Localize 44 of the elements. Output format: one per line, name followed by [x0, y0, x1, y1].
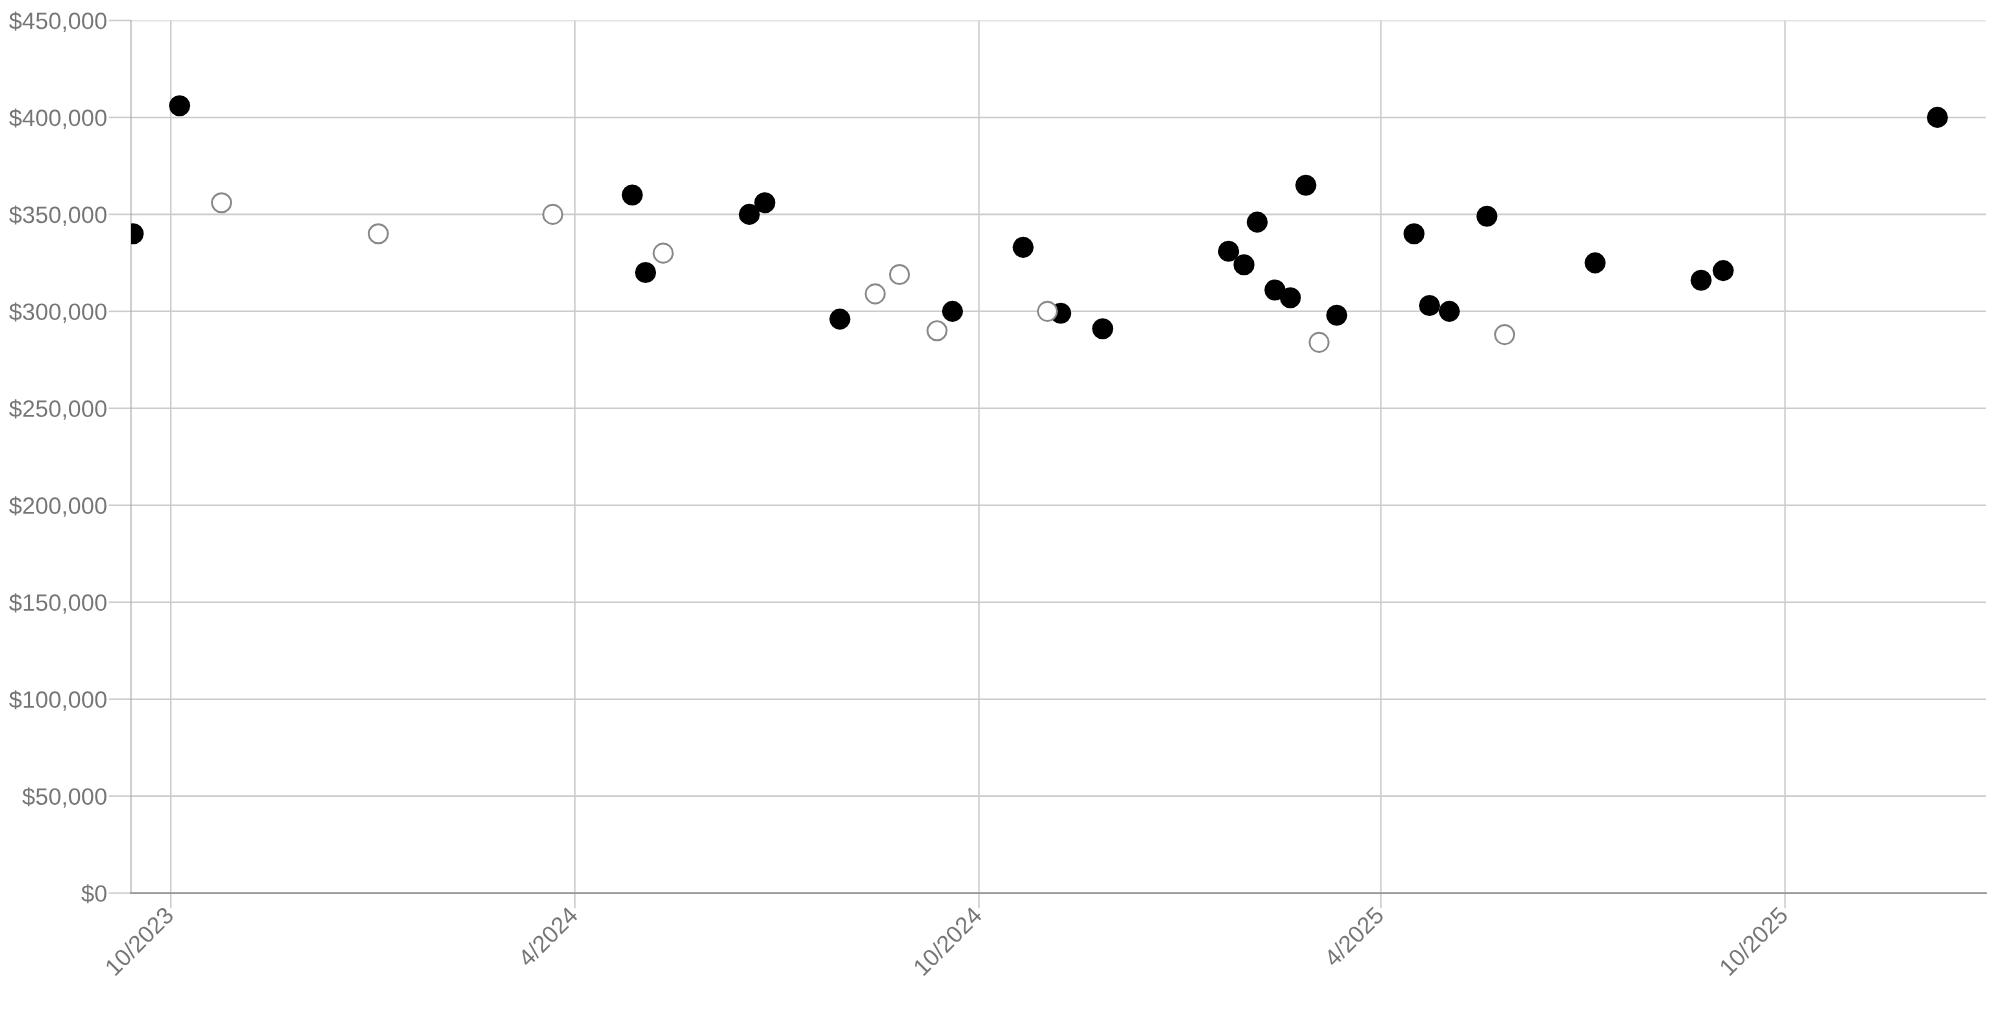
point	[754, 192, 776, 214]
point	[1092, 318, 1114, 340]
y-tick-label: $0	[81, 884, 107, 904]
point	[1494, 324, 1516, 346]
y-tick-label: $150,000	[9, 593, 107, 614]
point	[1308, 331, 1330, 353]
point	[652, 242, 674, 264]
point	[888, 263, 911, 286]
y-tick-label: $200,000	[9, 496, 107, 517]
point	[829, 308, 851, 330]
y-tick-label: $450,000	[9, 11, 107, 33]
point	[1264, 279, 1286, 301]
point	[864, 283, 886, 305]
point	[635, 262, 657, 284]
y-tick-label: $100,000	[9, 690, 107, 711]
point	[1233, 254, 1255, 276]
y-tick-label: $250,000	[9, 399, 107, 420]
point	[542, 203, 564, 225]
point	[621, 184, 643, 206]
point	[1476, 205, 1498, 227]
point	[211, 192, 233, 214]
point	[941, 300, 964, 322]
y-tick-label: $400,000	[9, 108, 107, 129]
point	[1246, 211, 1268, 233]
point	[1690, 269, 1712, 291]
point	[1403, 223, 1425, 245]
point	[1012, 236, 1034, 258]
y-tick-label: $350,000	[9, 205, 107, 226]
point	[1926, 106, 1948, 128]
y-tick-label: $50,000	[22, 787, 107, 808]
point	[1418, 294, 1441, 317]
point	[169, 95, 191, 117]
point	[926, 320, 948, 342]
point	[1295, 174, 1317, 196]
point	[1712, 260, 1734, 282]
point	[1218, 240, 1240, 262]
point	[1326, 304, 1348, 326]
point	[1584, 252, 1606, 274]
y-tick-label: $300,000	[9, 302, 107, 323]
point	[1438, 300, 1460, 322]
point	[1279, 287, 1301, 309]
point	[367, 223, 389, 245]
point	[738, 203, 760, 225]
point	[1036, 300, 1058, 322]
